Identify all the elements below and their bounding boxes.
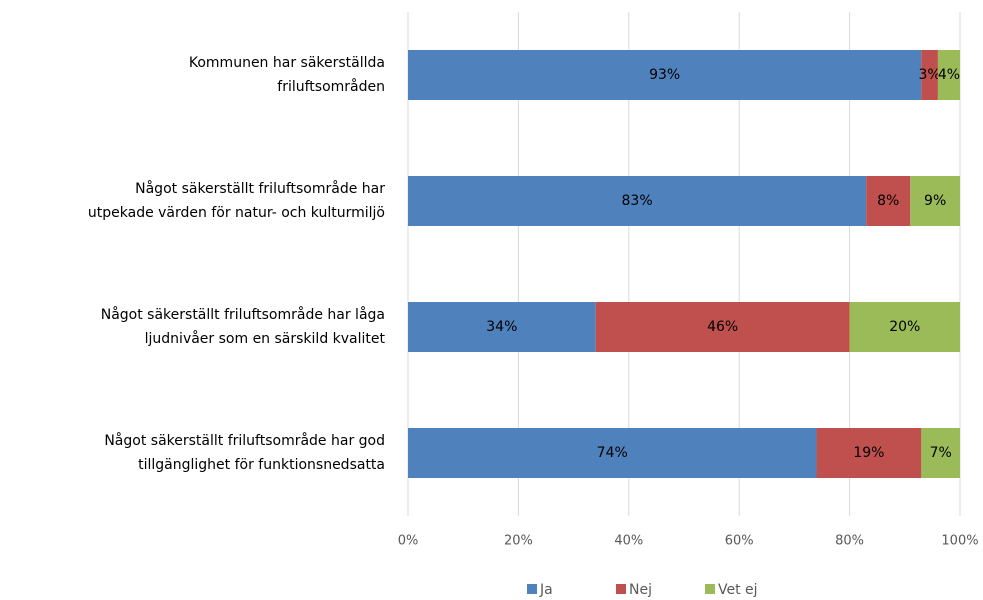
legend-swatch [616, 584, 626, 594]
value-label: 74% [597, 445, 628, 461]
value-label: 3% [919, 67, 941, 83]
value-label: 8% [877, 193, 899, 209]
x-tick-label: 0% [398, 534, 419, 549]
bar-segment [408, 176, 867, 226]
value-label: 4% [938, 67, 960, 83]
category-label: Något säkerställt friluftsområde har god [104, 432, 385, 449]
x-tick-label: 20% [504, 534, 533, 549]
value-label: 83% [622, 193, 653, 209]
bar-segment [816, 428, 922, 478]
legend-swatch [705, 584, 715, 594]
category-label: tillgänglighet för funktionsnedsatta [138, 457, 385, 473]
category-label: Kommunen har säkerställda [189, 55, 385, 71]
bar-segment [921, 428, 960, 478]
bar-segment [921, 50, 938, 100]
category-label: Något säkerställt friluftsområde har låg… [101, 306, 385, 323]
category-label: utpekade värden för natur- och kulturmil… [88, 205, 385, 221]
value-label: 93% [649, 67, 680, 83]
bar-segment [408, 302, 596, 352]
legend-label: Ja [539, 582, 553, 598]
x-tick-label: 60% [725, 534, 754, 549]
bar-segment [910, 176, 960, 226]
value-label: 46% [707, 319, 738, 335]
bar-segment [408, 50, 922, 100]
x-tick-label: 40% [614, 534, 643, 549]
bar-segment [866, 176, 911, 226]
x-tick-label: 100% [941, 534, 978, 549]
legend-swatch [527, 584, 537, 594]
category-label: friluftsområden [277, 78, 385, 95]
category-label: ljudnivåer som en särskild kvalitet [145, 330, 386, 347]
value-label: 20% [889, 319, 920, 335]
value-label: 9% [924, 193, 946, 209]
value-label: 7% [930, 445, 952, 461]
bar-segment [595, 302, 850, 352]
legend-label: Nej [629, 582, 652, 598]
bar-segment [937, 50, 960, 100]
value-label: 34% [486, 319, 517, 335]
value-label: 19% [853, 445, 884, 461]
bar-segment [408, 428, 817, 478]
bar-segment [849, 302, 960, 352]
x-tick-label: 80% [835, 534, 864, 549]
legend-label: Vet ej [718, 582, 758, 598]
category-label: Något säkerställt friluftsområde har [135, 180, 385, 197]
